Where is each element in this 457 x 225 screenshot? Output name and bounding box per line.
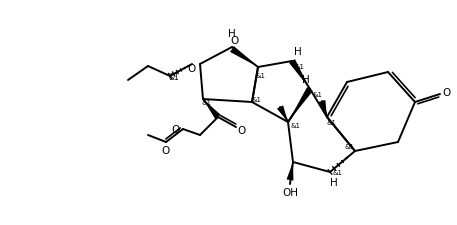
Polygon shape (277, 106, 288, 122)
Text: H: H (330, 177, 338, 187)
Text: &1: &1 (252, 97, 262, 103)
Text: &1: &1 (327, 119, 337, 126)
Polygon shape (289, 60, 310, 90)
Text: H: H (294, 47, 302, 57)
Polygon shape (319, 101, 327, 117)
Text: O: O (162, 145, 170, 155)
Text: &1: &1 (169, 72, 180, 81)
Polygon shape (230, 47, 258, 68)
Text: H: H (302, 75, 310, 85)
Polygon shape (288, 88, 313, 122)
Text: &1: &1 (345, 143, 355, 149)
Text: OH: OH (282, 187, 298, 197)
Polygon shape (287, 162, 293, 181)
Text: &1: &1 (256, 73, 266, 79)
Text: O: O (238, 126, 246, 135)
Text: O: O (188, 64, 196, 74)
Text: &1: &1 (333, 169, 343, 175)
Text: &1: &1 (313, 92, 323, 98)
Text: &1: &1 (201, 99, 211, 106)
Text: H: H (228, 29, 236, 39)
Polygon shape (203, 99, 221, 120)
Text: O: O (172, 124, 180, 134)
Text: &1: &1 (291, 122, 301, 128)
Text: O: O (231, 36, 239, 46)
Text: O: O (443, 88, 451, 98)
Text: &1: &1 (295, 64, 305, 70)
